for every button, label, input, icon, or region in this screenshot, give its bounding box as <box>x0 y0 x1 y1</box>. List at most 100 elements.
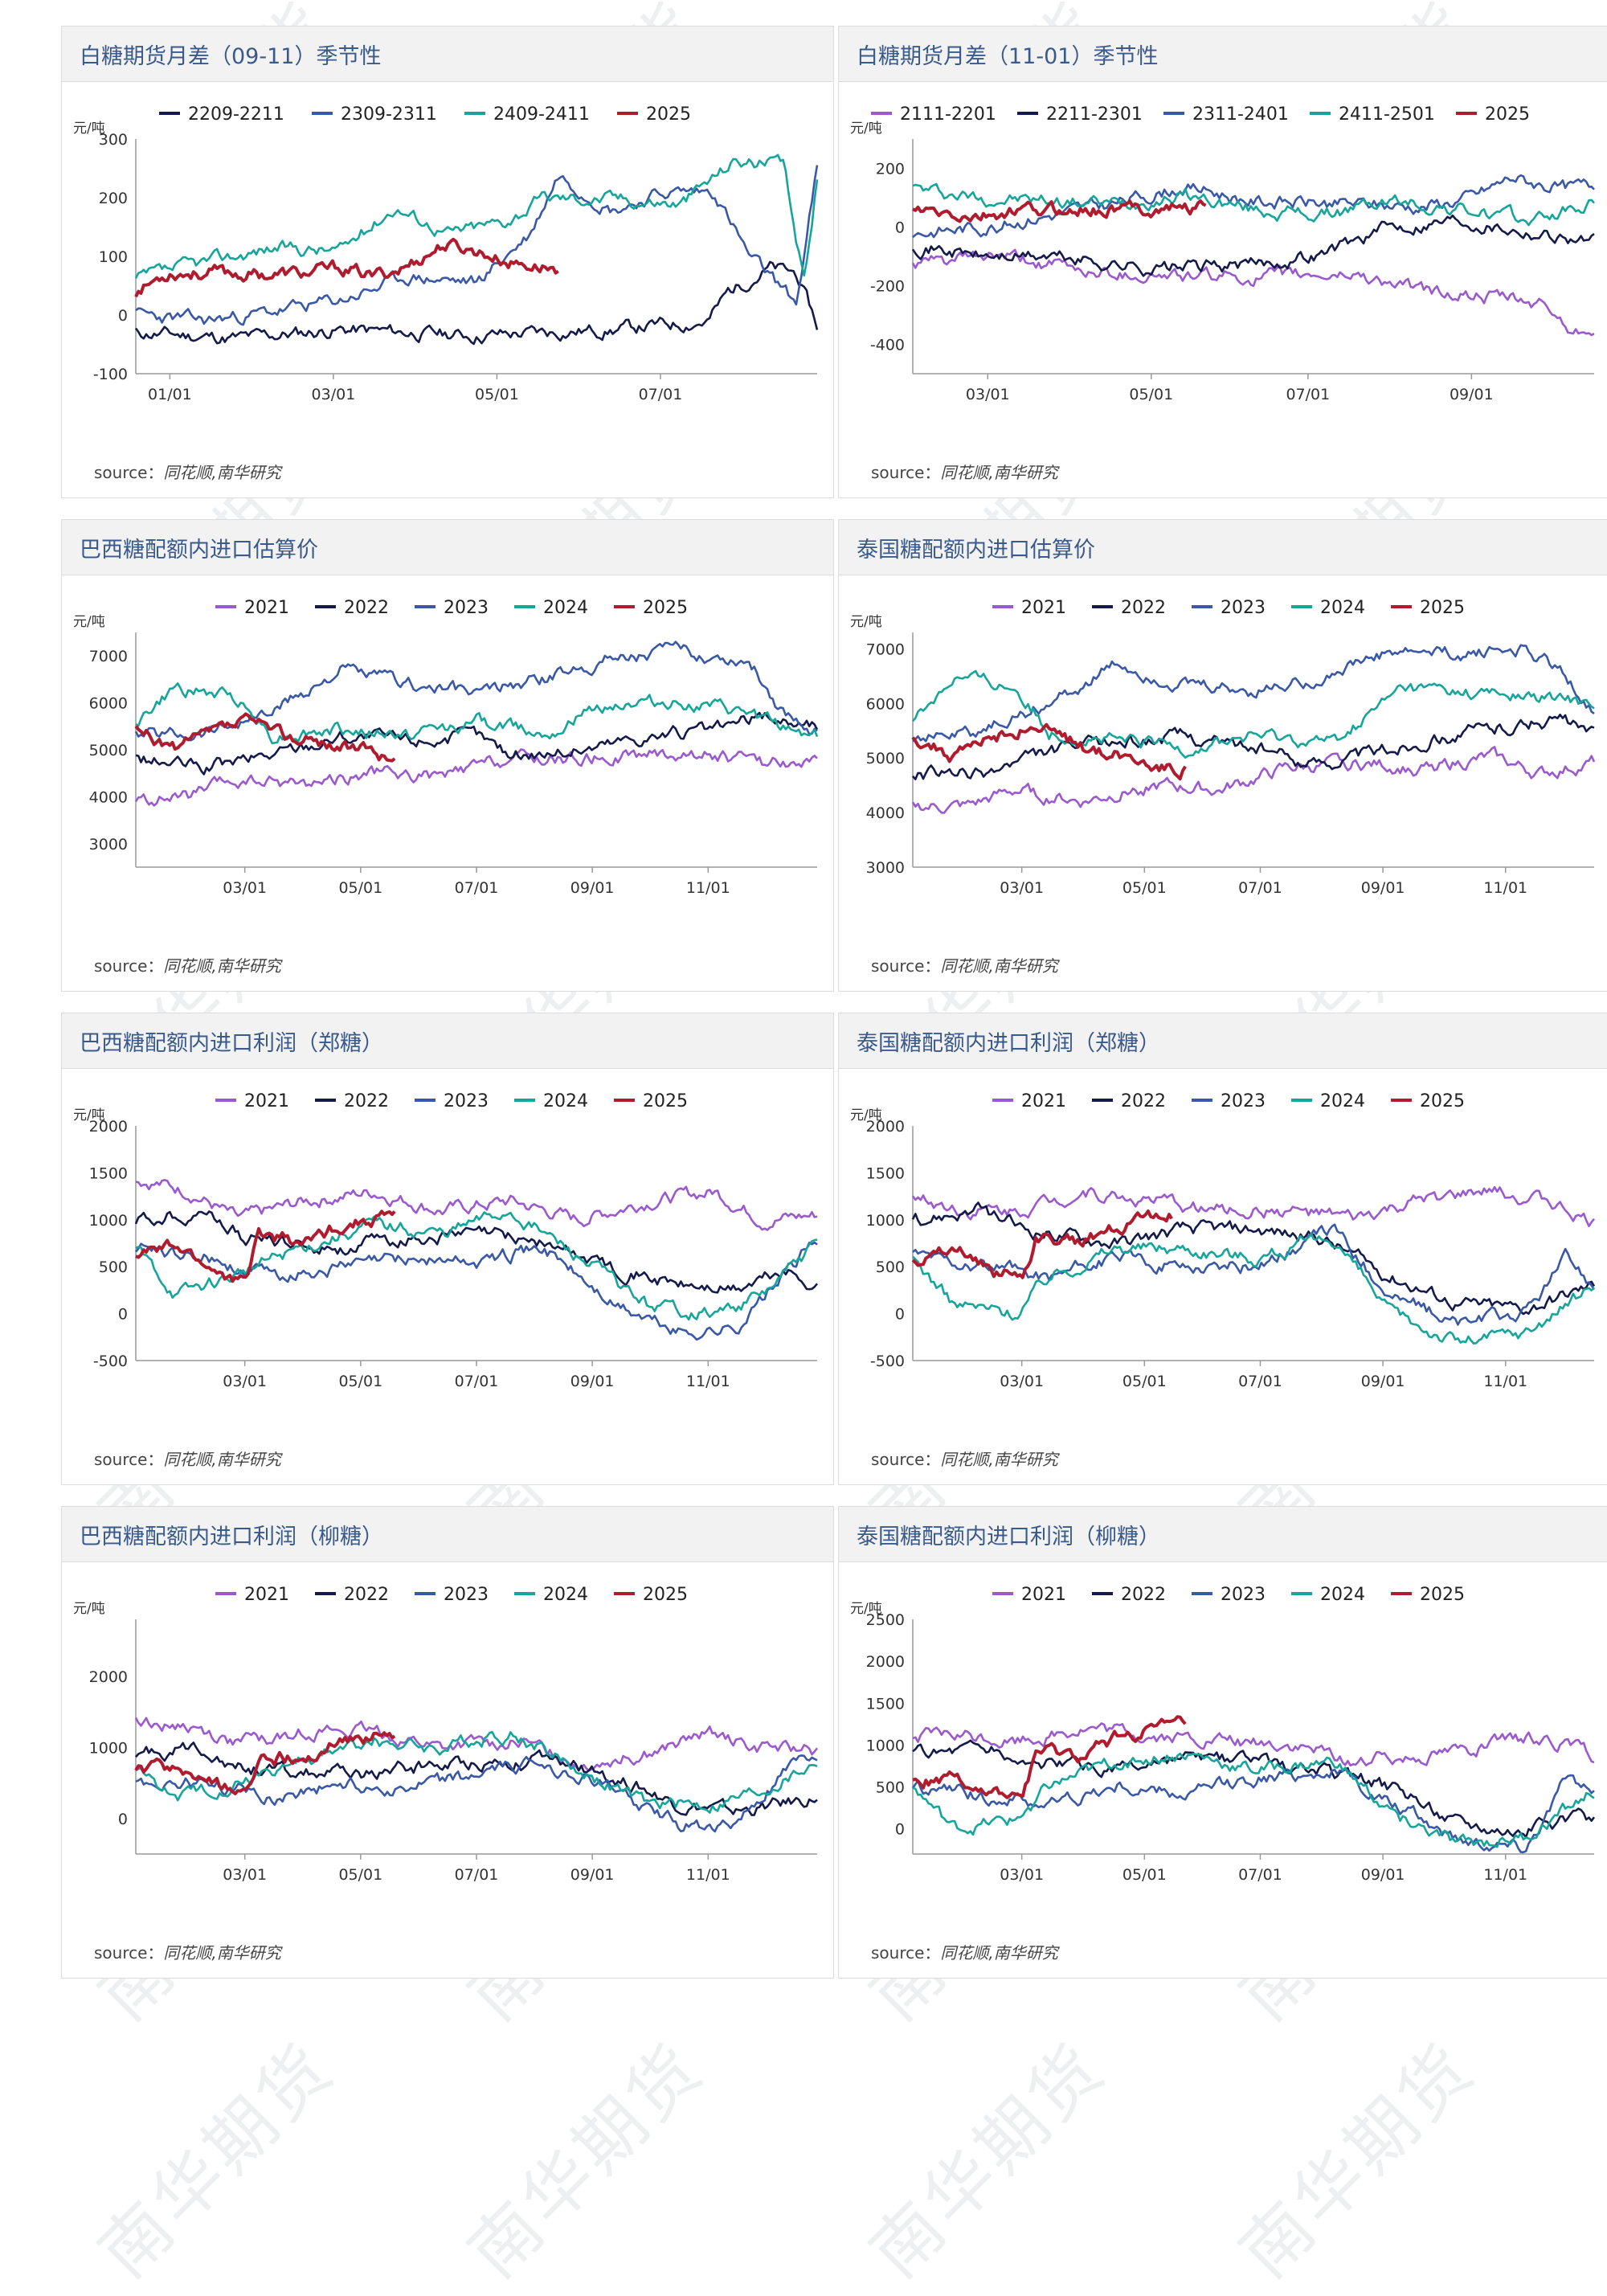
chart-source: source：同花顺,南华研究 <box>871 1940 1058 1963</box>
x-tick-label: 03/01 <box>1000 1373 1044 1390</box>
series-line-2024 <box>912 669 1595 759</box>
series-line-2025 <box>912 1715 1187 1799</box>
legend-item[interactable]: 2024 <box>514 598 588 618</box>
y-tick-label: 2000 <box>89 1118 128 1136</box>
legend-item[interactable]: 2409-2411 <box>464 104 590 125</box>
legend-item[interactable]: 2021 <box>992 1585 1066 1605</box>
legend: 2021 2022 2023 2024 2025 <box>992 598 1465 618</box>
legend-item[interactable]: 2111-2201 <box>871 104 996 125</box>
legend-item[interactable]: 2021 <box>215 1091 289 1111</box>
y-tick-label: 1000 <box>866 1212 905 1230</box>
legend-label: 2311-2401 <box>1192 104 1289 125</box>
legend-label: 2022 <box>1121 1585 1166 1605</box>
legend: 2021 2022 2023 2024 2025 <box>215 1585 688 1605</box>
series-line-2411-2501 <box>912 182 1595 227</box>
legend-item[interactable]: 2311-2401 <box>1163 104 1289 125</box>
source-name: 同花顺,南华研究 <box>940 1943 1058 1962</box>
legend-item[interactable]: 2022 <box>1092 1585 1166 1605</box>
x-tick-label: 11/01 <box>686 879 730 897</box>
legend-item[interactable]: 2023 <box>415 1091 489 1111</box>
watermark-text: 南华期货 <box>855 2028 1122 2294</box>
chart-source: source：同花顺,南华研究 <box>94 1447 281 1470</box>
legend: 2021 2022 2023 2024 2025 <box>992 1091 1465 1111</box>
y-tick-label: 4000 <box>89 788 128 806</box>
source-label: source： <box>94 1450 164 1469</box>
x-tick-label: 09/01 <box>570 1866 615 1884</box>
legend-label: 2411-2501 <box>1339 104 1435 125</box>
legend-item[interactable]: 2024 <box>1291 1091 1365 1111</box>
legend-item[interactable]: 2025 <box>614 598 688 618</box>
x-tick-label: 11/01 <box>1483 1373 1527 1390</box>
legend-label: 2111-2201 <box>900 104 996 125</box>
series-line-2025 <box>135 1209 396 1283</box>
series-line-2024 <box>912 1232 1595 1344</box>
legend-item[interactable]: 2022 <box>315 598 389 618</box>
legend-item[interactable]: 2411-2501 <box>1310 104 1435 125</box>
legend-item[interactable]: 2023 <box>1192 598 1266 618</box>
legend-item[interactable]: 2209-2211 <box>159 104 284 125</box>
legend-item[interactable]: 2021 <box>215 1585 289 1605</box>
legend-label: 2022 <box>1121 1091 1166 1111</box>
legend-item[interactable]: 2024 <box>1291 1585 1365 1605</box>
legend-item[interactable]: 2022 <box>315 1091 389 1111</box>
legend-item[interactable]: 2024 <box>514 1091 588 1111</box>
series-line-2025 <box>911 722 1187 781</box>
x-tick-label: 05/01 <box>1122 1866 1167 1884</box>
legend-item[interactable]: 2023 <box>415 598 489 618</box>
legend-item[interactable]: 2023 <box>415 1585 489 1605</box>
legend-item[interactable]: 2025 <box>1391 1091 1465 1111</box>
watermark-text: 南华期货 <box>84 2028 350 2294</box>
chart-title: 泰国糖配额内进口利润（郑糖） <box>839 1013 1607 1069</box>
legend-item[interactable]: 2024 <box>1291 598 1365 618</box>
series-line-2021 <box>135 1179 818 1231</box>
legend-item[interactable]: 2022 <box>315 1585 389 1605</box>
series-line-2024 <box>135 682 819 745</box>
legend-item[interactable]: 2023 <box>1192 1091 1266 1111</box>
legend-item[interactable]: 2025 <box>1456 104 1530 125</box>
chart-source: source：同花顺,南华研究 <box>94 460 281 483</box>
series-line-2409-2411 <box>134 153 819 279</box>
legend: 2111-2201 2211-2301 2311-2401 2411-2501 2025 <box>871 104 1530 125</box>
legend-item[interactable]: 2025 <box>1391 1585 1465 1605</box>
x-tick-label: 05/01 <box>1122 879 1167 897</box>
y-tick-label: 7000 <box>866 641 905 658</box>
legend-item[interactable]: 2021 <box>992 1091 1066 1111</box>
y-tick-label: 3000 <box>866 859 905 877</box>
watermark-text: 南华期货 <box>1225 2028 1491 2294</box>
legend-item[interactable]: 2023 <box>1192 1585 1266 1605</box>
chart-title: 白糖期货月差（09-11）季节性 <box>62 27 833 82</box>
legend-item[interactable]: 2025 <box>614 1585 688 1605</box>
legend-item[interactable]: 2211-2301 <box>1017 104 1143 125</box>
legend-label: 2023 <box>1221 1585 1266 1605</box>
legend-item[interactable]: 2025 <box>614 1091 688 1111</box>
y-tick-label: 0 <box>118 1306 128 1324</box>
y-tick-label: -500 <box>870 1353 905 1370</box>
series-line-2023 <box>911 1767 1595 1854</box>
x-tick-label: 07/01 <box>1238 879 1282 897</box>
legend-item[interactable]: 2022 <box>1092 1091 1166 1111</box>
legend-label: 2022 <box>344 598 389 618</box>
source-name: 同花顺,南华研究 <box>940 956 1058 976</box>
source-name: 同花顺,南华研究 <box>163 1450 281 1469</box>
legend-item[interactable]: 2021 <box>992 598 1066 618</box>
series-line-2021 <box>134 1717 819 1772</box>
series-line-2025 <box>911 1209 1173 1279</box>
source-label: source： <box>94 956 164 976</box>
source-label: source： <box>871 956 941 976</box>
legend-item[interactable]: 2025 <box>1391 598 1465 618</box>
legend-item[interactable]: 2309-2311 <box>312 104 437 125</box>
x-tick-label: 07/01 <box>1238 1373 1282 1390</box>
source-name: 同花顺,南华研究 <box>163 463 281 482</box>
chart-source: source：同花顺,南华研究 <box>871 1447 1058 1470</box>
x-tick-label: 09/01 <box>1361 879 1405 897</box>
y-tick-label: 2000 <box>89 1668 128 1686</box>
legend-item[interactable]: 2022 <box>1092 598 1166 618</box>
series-line-2022 <box>134 1210 819 1294</box>
series-line-2021 <box>912 1722 1595 1767</box>
series-line-2023 <box>134 1241 818 1341</box>
y-tick-label: 200 <box>99 190 128 207</box>
legend-item[interactable]: 2025 <box>617 104 691 125</box>
legend-item[interactable]: 2021 <box>215 598 289 618</box>
legend-item[interactable]: 2024 <box>514 1585 588 1605</box>
